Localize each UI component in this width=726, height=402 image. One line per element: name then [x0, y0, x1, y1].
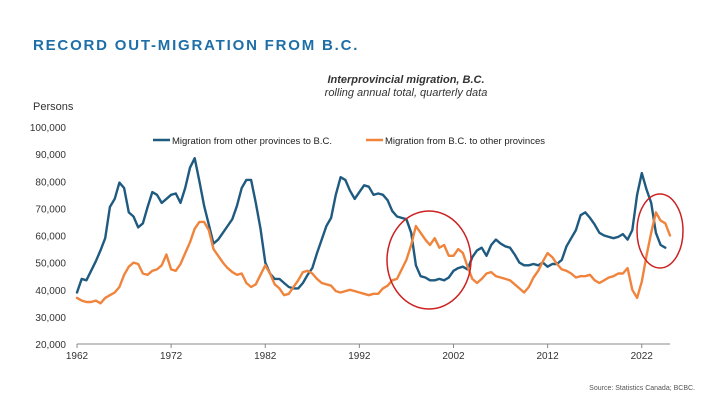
chart-subtitle: rolling annual total, quarterly data [324, 87, 488, 99]
y-tick-label: 40,000 [35, 286, 66, 297]
x-tick-label: 1992 [348, 351, 371, 362]
chart-title: Interprovincial migration, B.C. [327, 74, 485, 86]
x-tick-label: 1962 [66, 351, 89, 362]
x-tick-label: 1982 [254, 351, 277, 362]
y-tick-label: 50,000 [35, 259, 66, 270]
legend-item-out-migration-label: Migration from B.C. to other provinces [385, 136, 545, 147]
series-line-in-migration [75, 157, 667, 294]
highlight-circle-1999 [386, 210, 472, 310]
y-axis-label: Persons [33, 101, 74, 113]
y-tick-label: 60,000 [35, 232, 66, 243]
x-tick-label: 2022 [631, 351, 654, 362]
y-tick-label: 90,000 [35, 150, 66, 161]
y-tick-label: 30,000 [35, 313, 66, 324]
x-tick-label: 1972 [160, 351, 183, 362]
headline: RECORD OUT-MIGRATION FROM B.C. [33, 37, 360, 54]
series-line-out-migration [75, 211, 672, 305]
x-tick-label: 2012 [537, 351, 560, 362]
chart-title-block: Interprovincial migration, B.C. rolling … [226, 74, 586, 100]
legend-item-in-migration-label: Migration from other provinces to B.C. [172, 136, 332, 147]
y-tick-label: 100,000 [30, 123, 67, 134]
x-tick-label: 2002 [442, 351, 465, 362]
y-tick-label: 80,000 [35, 177, 66, 188]
y-tick-label: 70,000 [35, 204, 66, 215]
y-tick-label: 20,000 [35, 340, 66, 351]
highlight-circle-2023 [636, 193, 684, 269]
source-note: Source: Statistics Canada; BCBC. [589, 385, 695, 392]
